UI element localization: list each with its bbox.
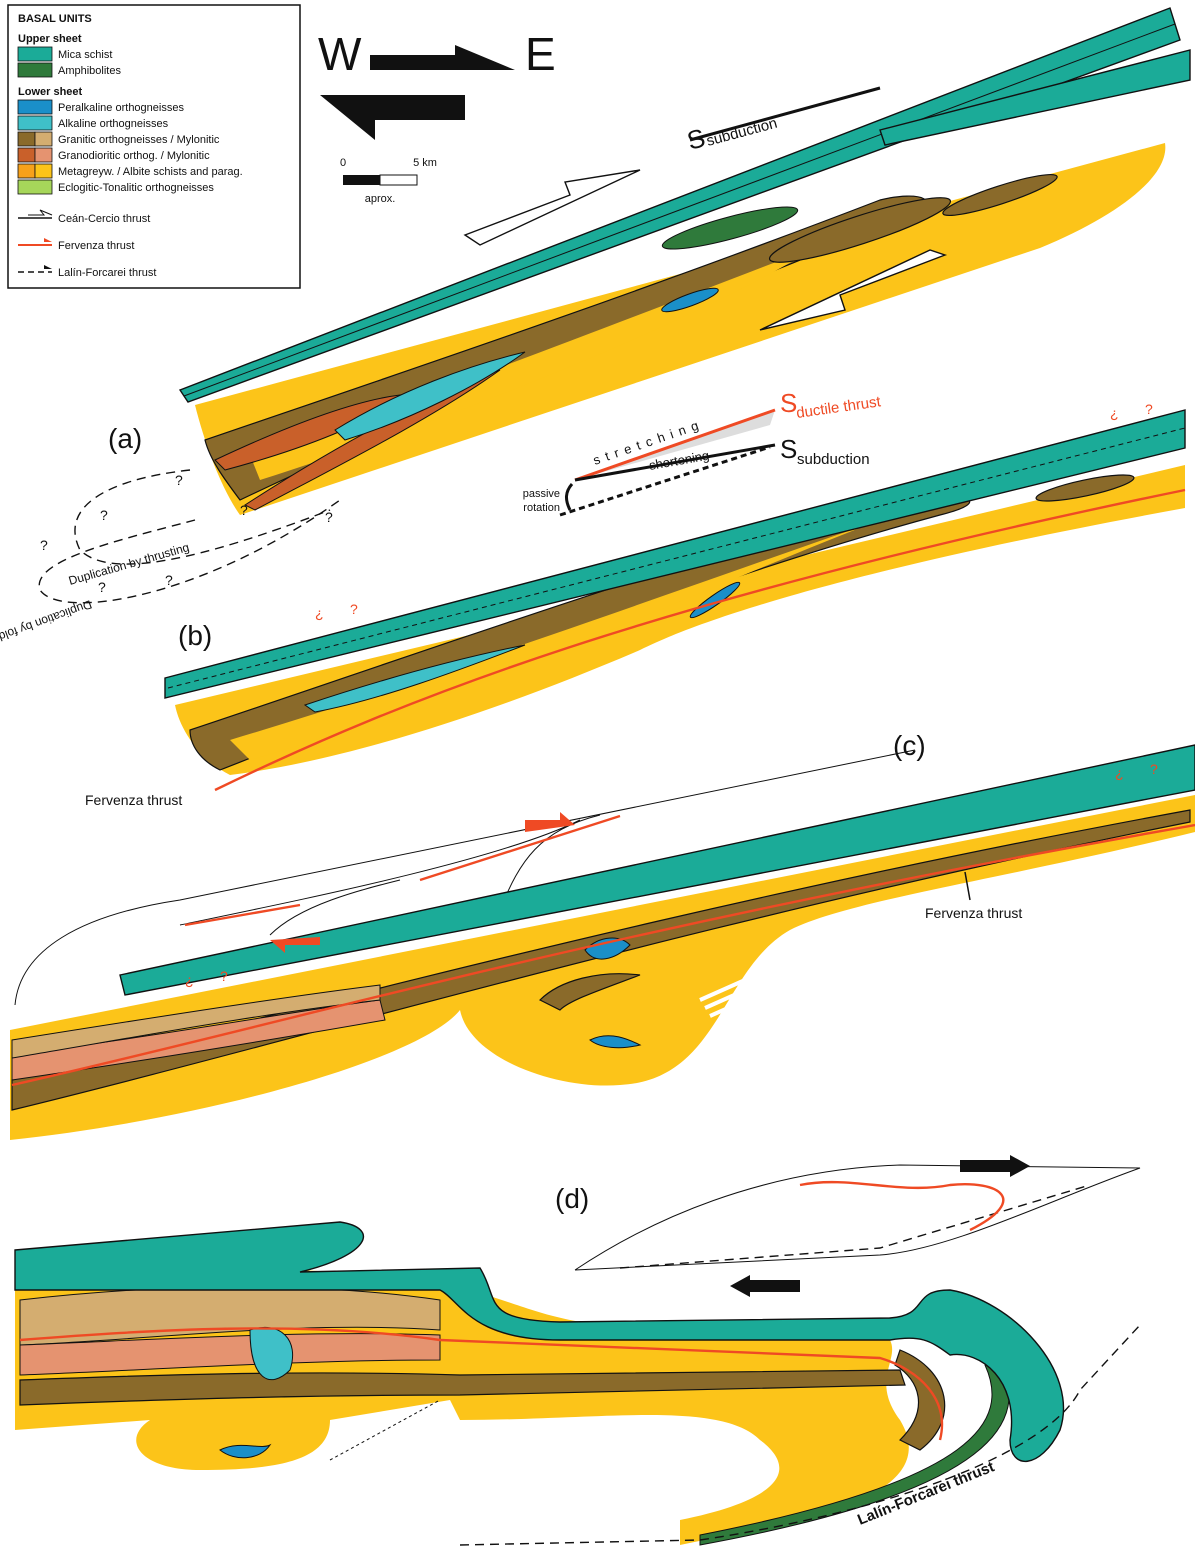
uncertainty-open: ¿ — [1115, 765, 1124, 781]
legend-title: BASAL UNITS — [18, 13, 92, 25]
legend-swatch — [18, 63, 52, 77]
legend-swatch — [18, 180, 52, 194]
question-mark: ? — [40, 537, 48, 553]
compass-e: E — [525, 28, 556, 80]
scale-start: 0 — [340, 157, 346, 169]
uncertainty-close: ? — [220, 968, 228, 984]
legend-swatch — [35, 148, 52, 162]
question-mark: ? — [175, 472, 183, 488]
uncertainty-open: ¿ — [185, 972, 194, 988]
legend-label: Alkaline orthogneisses — [58, 118, 169, 130]
legend-group-title: Upper sheet — [18, 33, 82, 45]
scale-black — [343, 175, 380, 185]
west-arrow — [320, 95, 465, 140]
metagreywacke-a — [250, 245, 820, 480]
subscript: subduction — [797, 451, 870, 468]
fervenza-label: Fervenza thrust — [925, 905, 1022, 921]
passive-label: passive — [523, 488, 560, 500]
duplication-label: Duplication by folding — [0, 597, 94, 649]
panel-label: (b) — [178, 620, 212, 651]
legend-swatch — [35, 132, 52, 146]
panel-label: (a) — [108, 423, 142, 454]
symbol-s: S — [780, 434, 797, 464]
panel-label: (d) — [555, 1183, 589, 1214]
question-mark: ? — [325, 509, 333, 525]
subscript: subduction — [705, 115, 779, 150]
legend-label: Fervenza thrust — [58, 240, 134, 252]
red-arrow-c — [525, 812, 575, 832]
question-mark: ? — [98, 579, 106, 595]
legend-swatch — [18, 116, 52, 130]
scale-white — [380, 175, 417, 185]
panel-label: (c) — [893, 730, 926, 761]
compass-w: W — [318, 28, 362, 80]
sketch-arrow-bottom — [730, 1275, 800, 1297]
uncertainty-close: ? — [1150, 761, 1158, 777]
legend-label: Granodioritic orthog. / Mylonitic — [58, 150, 210, 162]
legend-swatch — [18, 132, 35, 146]
legend-label: Metagreyw. / Albite schists and parag. — [58, 166, 243, 178]
fervenza-label: Fervenza thrust — [85, 792, 182, 808]
legend-label: Lalín-Forcarei thrust — [58, 267, 156, 279]
legend-group-title: Lower sheet — [18, 86, 83, 98]
legend-swatch — [35, 164, 52, 178]
uncertainty-close: ? — [350, 601, 358, 617]
legend-swatch — [18, 47, 52, 61]
scale-end: 5 km — [413, 157, 437, 169]
ductile-line — [575, 410, 775, 480]
uncertainty-open: ¿ — [315, 605, 324, 621]
legend-label: Amphibolites — [58, 65, 121, 77]
question-mark: ? — [100, 507, 108, 523]
legend-label: Peralkaline orthogneisses — [58, 102, 184, 114]
sketch-d — [575, 1165, 1140, 1270]
uncertainty-open: ¿ — [1110, 405, 1119, 421]
legend-swatch — [18, 100, 52, 114]
passive-label: rotation — [523, 502, 560, 514]
question-mark: ? — [240, 502, 248, 518]
scale-note: aprox. — [365, 193, 396, 205]
east-arrow — [370, 45, 515, 70]
sketch-arrow-top — [960, 1155, 1030, 1177]
symbol-s: S — [684, 122, 709, 155]
shapes — [8, 5, 1195, 1545]
subscript: ductile thrust — [795, 393, 882, 422]
legend-swatch — [18, 148, 35, 162]
legend-swatch — [18, 164, 35, 178]
symbol-s: S — [780, 388, 797, 418]
figure: BASAL UNITS Upper sheet Mica schist Amphibo… — [0, 0, 1195, 1553]
lalin-trace-sketch — [620, 1185, 1090, 1268]
rotation-arrow — [566, 484, 572, 510]
fervenza-sketch-d — [800, 1182, 1003, 1230]
legend-label: Granitic orthogneisses / Mylonitic — [58, 134, 220, 146]
legend-label: Eclogitic-Tonalitic orthogneisses — [58, 182, 214, 194]
uncertainty-close: ? — [1145, 401, 1153, 417]
legend-label: Mica schist — [58, 49, 112, 61]
question-mark: ? — [165, 572, 173, 588]
legend-label: Ceán-Cercio thrust — [58, 213, 150, 225]
